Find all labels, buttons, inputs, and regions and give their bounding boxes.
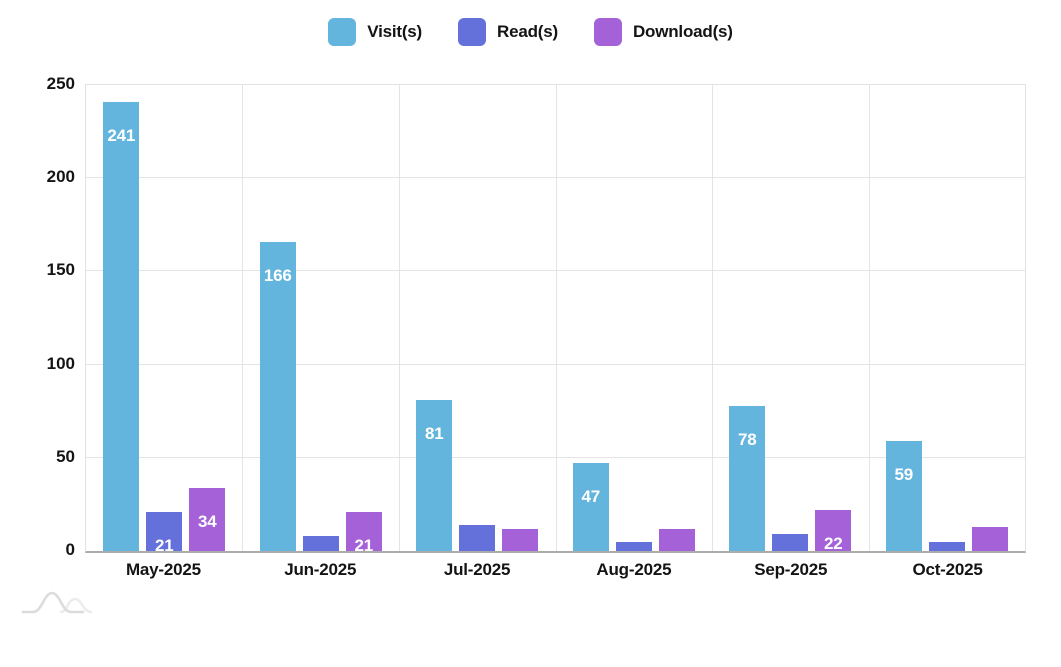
bar-value-label: 22: [823, 534, 843, 552]
bar-download-s-sep-2025[interactable]: 22: [815, 510, 852, 552]
bar-value-label: 78: [737, 429, 757, 449]
x-axis-label-jun-2025: Jun-2025: [284, 560, 357, 579]
plot-area: 241 21 34 166 21 81 47 78 22 59: [85, 84, 1026, 553]
x-axis: May-2025 Jun-2025 Jul-2025 Aug-2025 Sep-2025…: [85, 560, 1026, 580]
bar-value-label: 59: [894, 465, 913, 485]
bar-read-s-sep-2025[interactable]: [772, 534, 809, 551]
bar-visit-s-oct-2025[interactable]: 59: [885, 441, 922, 551]
gridline-vertical: [711, 85, 713, 551]
watermark-icon: [21, 591, 93, 614]
x-axis-label-may-2025: May-2025: [125, 560, 201, 579]
bar-group-jun-2025: 166 21: [243, 85, 400, 551]
legend-item-read-s[interactable]: Read(s): [458, 18, 558, 46]
bar-visit-s-jul-2025[interactable]: 81: [416, 400, 453, 551]
legend-item-label: Visit(s): [367, 22, 423, 41]
bar-group-may-2025: 241 21 34: [86, 85, 243, 551]
bar-visit-s-sep-2025[interactable]: 78: [729, 405, 766, 551]
bar-download-s-oct-2025[interactable]: [971, 526, 1008, 551]
y-axis-tick-label: 100: [46, 353, 75, 373]
y-axis-tick-label: 250: [46, 74, 75, 93]
bar-group-aug-2025: 47: [556, 85, 713, 551]
bar-download-s-jul-2025[interactable]: [502, 528, 539, 551]
legend-item-label: Download(s): [632, 22, 733, 41]
bar-visit-s-aug-2025[interactable]: 47: [572, 463, 609, 551]
bar-read-s-jul-2025[interactable]: [459, 524, 496, 551]
bar-group-jul-2025: 81: [399, 85, 556, 551]
gridline-vertical: [868, 85, 870, 551]
bar-read-s-aug-2025[interactable]: [615, 541, 652, 551]
bar-read-s-jun-2025[interactable]: [302, 536, 339, 551]
legend-item-label: Read(s): [497, 22, 558, 41]
legend-swatch-icon: [593, 18, 622, 46]
y-axis-tick-label: 150: [46, 260, 75, 280]
bar-download-s-aug-2025[interactable]: [658, 528, 695, 551]
bar-visit-s-jun-2025[interactable]: 166: [259, 241, 296, 551]
bar-group-oct-2025: 59: [869, 85, 1026, 551]
bar-read-s-oct-2025[interactable]: [928, 541, 965, 551]
legend-swatch-icon: [328, 18, 357, 46]
bar-group-sep-2025: 78 22: [712, 85, 869, 551]
bar-groups: 241 21 34 166 21 81 47 78 22 59: [86, 85, 1025, 551]
legend-swatch-icon: [458, 18, 487, 46]
x-axis-label-sep-2025: Sep-2025: [754, 560, 828, 579]
gridline-vertical: [398, 85, 400, 551]
y-axis-tick-label: 200: [46, 167, 75, 187]
gridline-vertical: [555, 85, 557, 551]
bar-value-label: 21: [354, 535, 373, 551]
x-axis-label-oct-2025: Oct-2025: [912, 560, 983, 579]
y-axis-tick-label: 50: [56, 446, 75, 466]
bar-visit-s-may-2025[interactable]: 241: [103, 101, 140, 551]
x-axis-label-jul-2025: Jul-2025: [443, 560, 511, 579]
bar-value-label: 241: [107, 125, 136, 145]
y-axis-tick-label: 0: [65, 540, 75, 559]
bar-read-s-may-2025[interactable]: 21: [146, 511, 183, 551]
bar-value-label: 47: [581, 487, 600, 507]
legend-item-download-s[interactable]: Download(s): [593, 18, 733, 46]
legend-item-visit-s[interactable]: Visit(s): [328, 18, 422, 46]
bar-value-label: 81: [424, 424, 444, 444]
x-axis-label-aug-2025: Aug-2025: [596, 560, 672, 579]
gridline-vertical: [242, 85, 244, 551]
bar-download-s-may-2025[interactable]: 34: [189, 487, 226, 551]
bar-download-s-jun-2025[interactable]: 21: [345, 511, 382, 551]
bar-value-label: 34: [197, 511, 217, 531]
bar-value-label: 166: [263, 265, 292, 285]
legend: Visit(s) Read(s) Download(s): [0, 18, 1061, 46]
bar-value-label: 21: [154, 535, 174, 551]
